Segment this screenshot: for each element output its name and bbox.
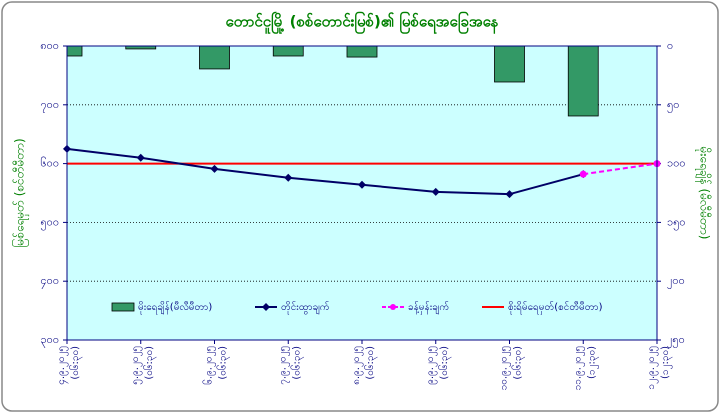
x-tick-label: ၈.၉.၂၀၂၅	[351, 346, 364, 385]
x-tick-label: ၇.၉.၂၀၂၅	[277, 346, 290, 385]
y2-tick-label: ၅၀	[667, 98, 679, 113]
y-tick-label: ၆၀၀	[40, 157, 59, 170]
x-tick-label: (၁၂:၃၀)	[660, 346, 673, 379]
y2-tick-label: ၀	[667, 39, 673, 52]
bar	[67, 46, 83, 57]
line	[583, 162, 658, 176]
legend-swatch	[111, 302, 135, 312]
x-tick-label: ၆.၉.၂၀၂၅	[202, 346, 217, 385]
legend-label: စိုးရိမ်ရေမှတ်(စင်တီမီတာ)	[508, 300, 603, 315]
x-tick-label: (၀၆:၃၀)	[437, 346, 452, 380]
legend-marker	[390, 304, 396, 310]
bar	[272, 46, 304, 57]
x-tick-label: (၀၆:၃၀)	[216, 346, 231, 380]
y-tick-label: ၅၀၀	[40, 215, 59, 230]
x-tick-label: (၀၆:၃၀)	[511, 346, 526, 380]
y2-axis-label: မိုးရေချိန် (မီလီမီတာ)	[695, 147, 713, 240]
x-tick-label: ၁၁.၉.၂၀၂၅	[572, 346, 585, 390]
y2-tick-label: ၁၅၀	[667, 215, 686, 230]
marker	[431, 187, 440, 196]
marker	[136, 153, 145, 162]
plot-area	[67, 46, 657, 340]
y2-tick-label: ၂၀၀	[667, 274, 685, 289]
plot-border	[66, 45, 658, 341]
y-tick-label: ၄၀၀	[40, 274, 59, 289]
x-tick-label: (၀၆:၃၀)	[289, 346, 304, 380]
line	[66, 147, 584, 196]
legend-marker	[262, 303, 270, 311]
bar	[567, 46, 599, 117]
x-tick-label: ၉.၉.၂၀၂၅	[425, 346, 438, 385]
bar	[199, 46, 230, 70]
y2-tick-label: ၁၀၀	[667, 157, 686, 170]
x-tick-label: (၀၆:၃၀)	[142, 346, 157, 380]
y2-tick-label: ၂၅၀	[667, 333, 685, 348]
x-tick-label: ၁၂.၉.၂၀၂၅	[646, 346, 659, 390]
legend-label: မိုးရေချိန်(မီလီမီတာ)	[138, 300, 212, 315]
legend-label: ခန့်မှန်းချက်	[408, 300, 449, 315]
x-tick-label: (၁၂:၃၀)	[586, 346, 599, 379]
y-axis-label: မြစ်ရေမှတ် (စင်တီမီတာ)	[11, 138, 30, 247]
x-tick-label: ၅.၉.၂၀၂၅	[130, 346, 143, 385]
bar	[125, 46, 157, 50]
bar	[346, 46, 378, 58]
marker	[358, 180, 366, 189]
y-tick-label: ၃၀၀	[40, 333, 59, 348]
y-tick-label: ၈၀၀	[40, 39, 59, 52]
x-tick-label: ၄.၉.၂၀၂၅	[56, 346, 69, 385]
x-tick-label: ၁၀.၉.၂၀၂၅	[499, 346, 512, 390]
marker	[284, 173, 293, 182]
x-tick-label: (၀၆:၃၀)	[68, 346, 83, 380]
bar	[494, 46, 525, 83]
marker	[210, 164, 219, 173]
y-tick-label: ၇၀၀	[40, 98, 59, 113]
marker	[579, 170, 587, 178]
x-tick-label: (၀၆:၃၀)	[363, 346, 378, 380]
marker	[505, 190, 514, 199]
legend-label: တိုင်းထွာချက်	[281, 300, 330, 315]
